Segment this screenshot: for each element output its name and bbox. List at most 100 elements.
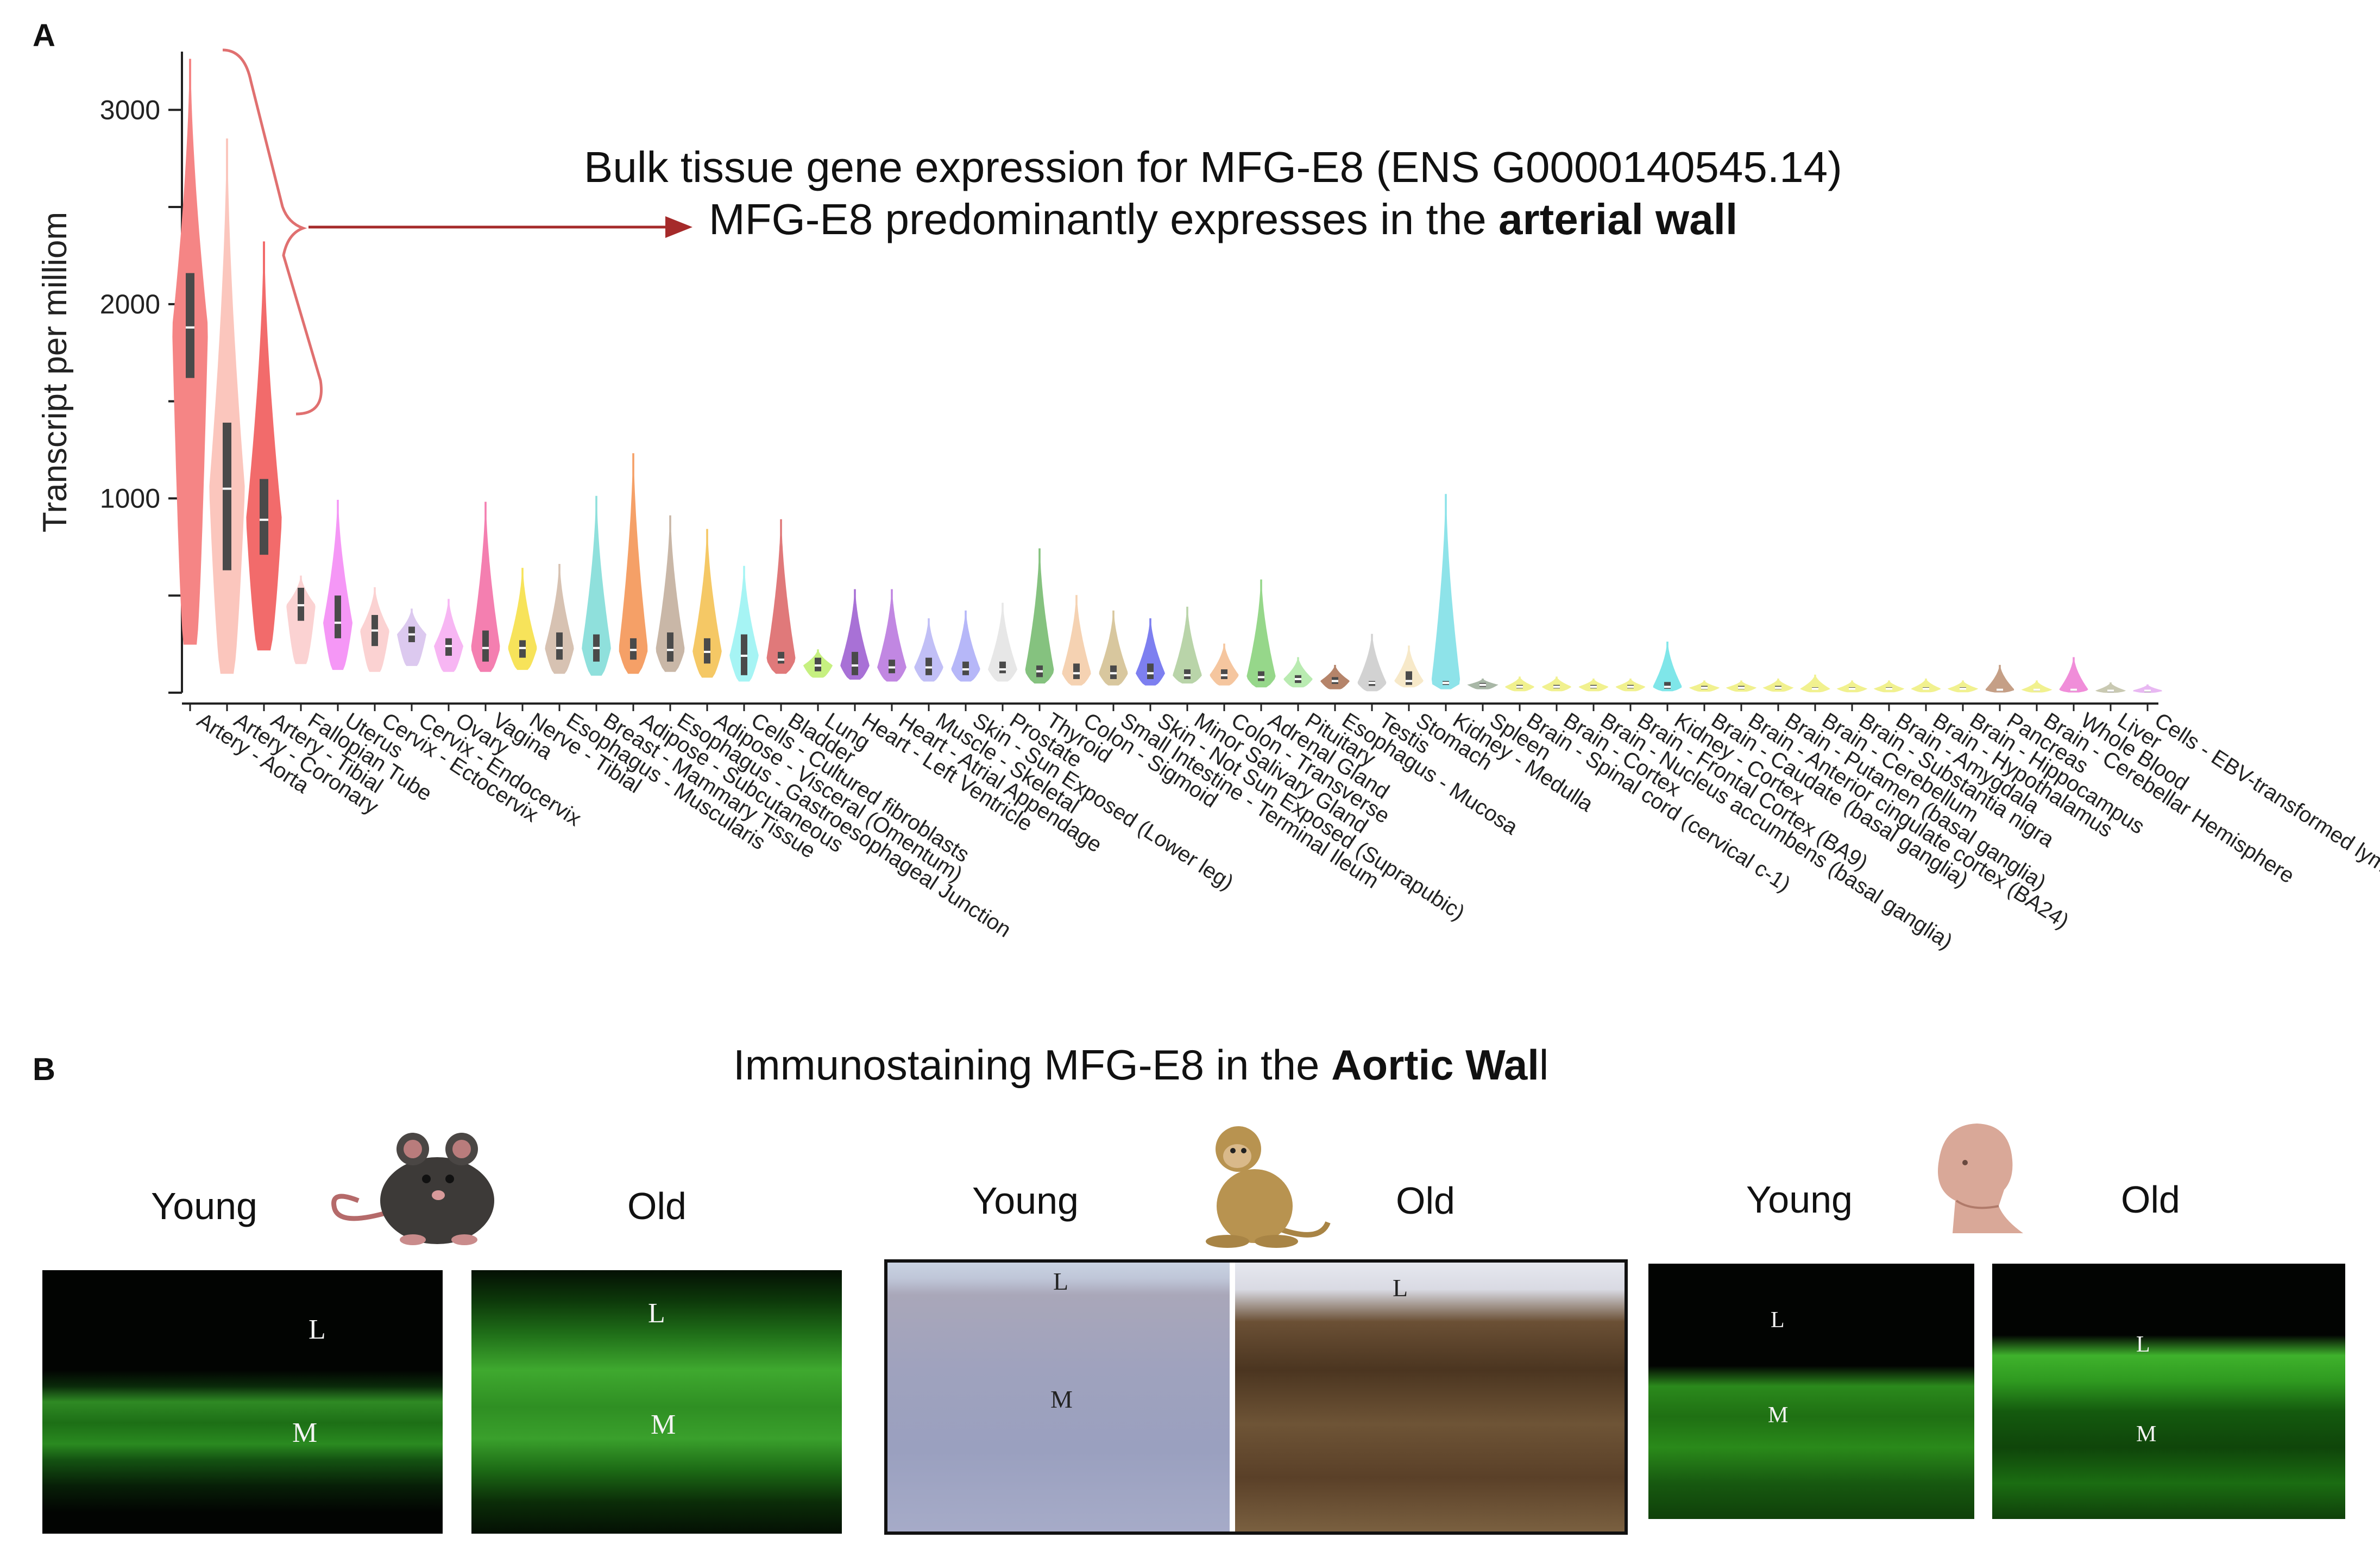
mouse-young-media-label: M xyxy=(292,1417,318,1448)
violin-31 xyxy=(1283,657,1313,688)
iqr-box-3 xyxy=(260,479,268,555)
violin-chart: 1000 2000 3000 Transcript per milliom Arter… xyxy=(36,48,2380,954)
monkey-old-lumen-label: L xyxy=(1393,1274,1408,1302)
human-young-label: Young xyxy=(1746,1178,1853,1221)
annotation-arrow-head xyxy=(665,216,692,238)
monkey-young-lumen-label: L xyxy=(1053,1267,1069,1295)
monkey-old-label: Old xyxy=(1396,1179,1455,1222)
human-old-image: L M xyxy=(1992,1264,2345,1519)
panel-a: A 1000 2000 3000 Transcript per milliom Art… xyxy=(33,18,2380,954)
violin-30 xyxy=(1246,579,1276,688)
y-axis-label: Transcript per milliom xyxy=(36,212,74,532)
violin-22 xyxy=(951,610,980,682)
mouse-young-label: Young xyxy=(151,1185,257,1227)
violin-49 xyxy=(1947,680,1979,693)
monkey-image-frame: L M L xyxy=(884,1259,1628,1535)
violin-51 xyxy=(2021,680,2052,693)
iqr-box-1 xyxy=(186,273,194,378)
iqr-box-5 xyxy=(335,595,341,638)
human-young-media-label: M xyxy=(1768,1403,1789,1428)
human-head-icon xyxy=(1938,1123,2023,1233)
violin-25 xyxy=(1062,595,1091,686)
violin-28 xyxy=(1173,606,1202,684)
human-young-lumen-label: L xyxy=(1771,1308,1785,1333)
violin-21 xyxy=(914,618,943,682)
y-tick-label: 3000 xyxy=(100,95,160,125)
violin-19 xyxy=(840,589,870,680)
panel-b-title: Immunostaining MFG-E8 in the Aortic Wall xyxy=(733,1040,1548,1090)
violin-34 xyxy=(1394,645,1424,688)
violin-13 xyxy=(619,453,648,674)
monkey-young-label: Young xyxy=(972,1179,1079,1222)
monkey-icon xyxy=(1206,1126,1331,1248)
iqr-box-27 xyxy=(1147,663,1154,679)
human-old-media-label: M xyxy=(2136,1422,2157,1447)
violin-52 xyxy=(2059,657,2088,693)
violin-45 xyxy=(1800,674,1830,693)
panel-b-label: B xyxy=(33,1052,55,1087)
violin-10 xyxy=(508,568,537,670)
violin-48 xyxy=(1911,679,1941,693)
chart-axes: 1000 2000 3000 Transcript per milliom xyxy=(36,52,2158,711)
violin-20 xyxy=(877,589,906,682)
human-young-image: L M xyxy=(1648,1264,1974,1519)
violin-8 xyxy=(433,599,464,672)
violin-44 xyxy=(1762,679,1794,692)
violin-46 xyxy=(1836,680,1868,693)
panel-b-title-prefix: Immunostaining MFG-E8 in the xyxy=(733,1041,1332,1089)
violin-9 xyxy=(471,501,500,672)
mouse-icon xyxy=(331,1133,494,1245)
y-tick-label: 2000 xyxy=(100,289,160,319)
violin-15 xyxy=(692,529,722,678)
annotation-line1: Bulk tissue gene expression for MFG-E8 (… xyxy=(584,143,1842,191)
violin-2 xyxy=(209,138,245,674)
iqr-box-2 xyxy=(223,422,231,570)
y-tick-label: 1000 xyxy=(100,483,160,513)
iqr-box-25 xyxy=(1073,663,1080,679)
violin-12 xyxy=(582,495,611,676)
iqr-box-23 xyxy=(999,661,1006,674)
iqr-box-34 xyxy=(1406,671,1412,685)
mouse-young-lumen-label: L xyxy=(308,1314,326,1345)
violin-35 xyxy=(1431,494,1460,689)
violin-33 xyxy=(1357,633,1387,692)
annotation-line2-prefix: MFG-E8 predominantly expresses in the xyxy=(709,195,1498,243)
iqr-box-11 xyxy=(556,632,563,660)
iqr-box-17 xyxy=(778,651,784,664)
annotation-line2: MFG-E8 predominantly expresses in the ar… xyxy=(709,194,1737,244)
iqr-box-9 xyxy=(482,630,489,662)
iqr-box-19 xyxy=(852,651,858,675)
violin-54 xyxy=(2133,684,2162,693)
annotation-line2-bold: arterial wall xyxy=(1498,195,1738,243)
human-old-lumen-label: L xyxy=(2136,1332,2150,1357)
violin-47 xyxy=(1873,680,1905,693)
violin-16 xyxy=(729,566,759,682)
annotation-brace xyxy=(222,48,323,416)
violin-11 xyxy=(545,564,574,674)
mouse-old-label: Old xyxy=(627,1185,687,1227)
violin-53 xyxy=(2095,682,2126,693)
mouse-young-image: L M xyxy=(42,1270,443,1534)
mouse-old-media-label: M xyxy=(651,1409,676,1440)
violin-41 xyxy=(1653,642,1682,692)
human-old-label: Old xyxy=(2121,1178,2180,1221)
panel-b-title-suffix: l xyxy=(1539,1041,1549,1089)
violin-29 xyxy=(1210,643,1239,686)
panel-b-title-bold: Aortic Wal xyxy=(1331,1041,1539,1089)
violin-3 xyxy=(246,241,282,651)
violin-series xyxy=(172,59,2162,693)
violin-27 xyxy=(1136,618,1165,686)
violin-50 xyxy=(1985,664,2014,693)
violin-37 xyxy=(1505,676,1534,692)
violin-23 xyxy=(987,602,1018,682)
violin-38 xyxy=(1542,676,1571,692)
mouse-old-lumen-label: L xyxy=(648,1298,665,1329)
violin-5 xyxy=(323,500,353,670)
violin-26 xyxy=(1099,610,1128,686)
monkey-young-image: L M xyxy=(887,1263,1230,1531)
monkey-old-image: L xyxy=(1235,1263,1625,1531)
mouse-old-image: L M xyxy=(471,1270,842,1534)
violin-32 xyxy=(1320,664,1350,689)
iqr-box-14 xyxy=(667,632,673,662)
